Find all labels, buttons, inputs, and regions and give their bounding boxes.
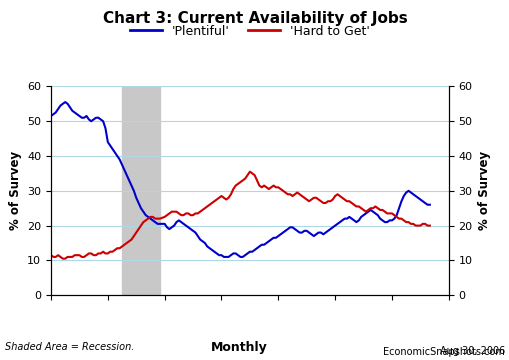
- Text: Chart 3: Current Availability of Jobs: Chart 3: Current Availability of Jobs: [102, 11, 407, 26]
- Text: EconomicSnapshots.com: EconomicSnapshots.com: [382, 347, 504, 357]
- Y-axis label: % of Survey: % of Survey: [9, 151, 21, 230]
- Text: Monthly: Monthly: [211, 341, 268, 354]
- Y-axis label: % of Survey: % of Survey: [477, 151, 490, 230]
- Text: Aug 30, 2006: Aug 30, 2006: [439, 346, 504, 356]
- Text: Shaded Area = Recession.: Shaded Area = Recession.: [5, 342, 134, 352]
- Bar: [122, 86, 160, 295]
- Legend: 'Plentiful', 'Hard to Get': 'Plentiful', 'Hard to Get': [125, 19, 374, 42]
